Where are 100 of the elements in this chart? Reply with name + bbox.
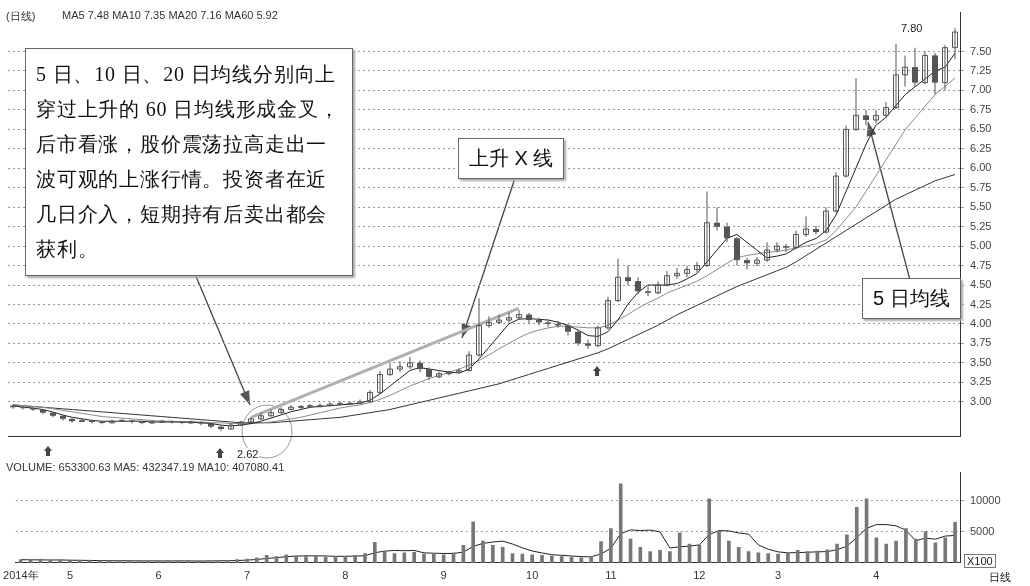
y-tick-label: 5.50 xyxy=(970,200,992,213)
x-tick-label: 5 xyxy=(66,569,74,582)
candlestick xyxy=(942,45,948,91)
bar xyxy=(304,556,308,563)
bar xyxy=(284,554,289,563)
bar xyxy=(953,522,957,563)
bar xyxy=(235,559,239,563)
text: 2.62 xyxy=(236,448,260,460)
bar xyxy=(481,540,485,563)
y-tick-label: 4.25 xyxy=(970,297,992,310)
x-tick-label: 10 xyxy=(526,569,539,582)
y-tick-label: 7.00 xyxy=(970,83,992,96)
bar xyxy=(313,555,318,563)
bar xyxy=(432,553,436,563)
candlestick xyxy=(843,125,849,178)
bar xyxy=(894,540,898,563)
bar xyxy=(884,543,889,563)
bar xyxy=(550,555,554,563)
y-tick-label: 5.25 xyxy=(970,219,992,232)
y-tick-label: 7.25 xyxy=(970,64,992,77)
bar xyxy=(491,545,495,563)
bar xyxy=(363,553,367,563)
annotation: 5 日均线 xyxy=(862,278,961,319)
candlestick xyxy=(595,325,601,348)
bar xyxy=(294,555,298,563)
bar xyxy=(254,557,259,563)
y-tick-label: 7.50 xyxy=(970,44,992,57)
bar xyxy=(658,550,662,563)
y-tick-label: 10000 xyxy=(970,493,1001,506)
y-tick-label: 3.00 xyxy=(970,394,992,407)
bar xyxy=(373,541,377,563)
candlestick xyxy=(902,55,908,87)
bar xyxy=(835,543,839,563)
bar xyxy=(913,538,918,563)
candlestick xyxy=(169,420,175,424)
text: X100 xyxy=(964,554,996,568)
candlestick xyxy=(893,43,899,110)
x-tick-label: 4 xyxy=(873,569,880,582)
bar xyxy=(717,531,721,563)
y-tick-label: 6.50 xyxy=(970,122,992,135)
chart-title: (日线) xyxy=(6,9,36,24)
bar xyxy=(776,553,780,563)
annotation: MA5 7.48 MA10 7.35 MA20 7.16 MA60 5.92 xyxy=(62,9,278,21)
bar xyxy=(412,551,416,563)
bar xyxy=(845,534,849,563)
x-tick-label: 11 xyxy=(605,569,617,582)
bar xyxy=(766,553,771,563)
bar xyxy=(471,521,476,563)
y-tick-label: 4.75 xyxy=(970,258,992,271)
bar xyxy=(854,507,859,563)
bar xyxy=(677,532,682,563)
candlestick xyxy=(615,258,621,303)
bar xyxy=(943,537,948,563)
x-tick-label: 12 xyxy=(693,569,706,582)
bar xyxy=(540,555,544,563)
bar xyxy=(500,546,505,563)
candlestick xyxy=(833,172,839,213)
x-tick-label: 2014年 xyxy=(3,569,39,582)
bar xyxy=(727,540,731,563)
x-tick-label: 6 xyxy=(155,569,162,582)
bar xyxy=(599,541,603,563)
x-tick-label: 3 xyxy=(774,569,782,582)
annotation: 7.80 xyxy=(900,22,924,34)
x-tick-label: 7 xyxy=(243,569,251,582)
y-tick-label: 6.00 xyxy=(970,161,992,174)
x-tick-label: 8 xyxy=(342,569,349,582)
y-tick-label: 6.25 xyxy=(970,141,992,154)
bar xyxy=(795,550,800,563)
bar xyxy=(707,498,712,563)
y-tick-label: 5.00 xyxy=(970,239,992,252)
bar xyxy=(609,528,613,563)
candlestick xyxy=(922,51,928,85)
candlestick xyxy=(853,77,859,131)
candlestick xyxy=(367,390,373,403)
y-tick-label: 4.00 xyxy=(970,316,992,329)
bar xyxy=(353,555,357,563)
bar xyxy=(441,554,446,563)
y-tick-label: 5000 xyxy=(970,524,995,537)
bar xyxy=(18,559,23,563)
bar xyxy=(648,551,653,563)
candlestick xyxy=(476,298,482,357)
bar xyxy=(618,483,623,563)
candlestick xyxy=(952,28,958,60)
y-tick-label: 3.25 xyxy=(970,375,992,388)
candlestick xyxy=(704,191,710,268)
bar xyxy=(786,551,790,563)
bar xyxy=(825,549,830,563)
candlestick xyxy=(605,296,611,330)
bar xyxy=(530,554,535,563)
x-tick-label: 9 xyxy=(440,569,447,582)
bar xyxy=(422,553,426,563)
y-tick-label: 3.50 xyxy=(970,355,992,368)
bar xyxy=(736,546,741,563)
bar xyxy=(668,551,672,563)
bar xyxy=(589,556,594,563)
y-tick-label: 4.50 xyxy=(970,278,992,291)
text: 日线 xyxy=(988,570,1012,585)
annotation: 5 日、10 日、20 日均线分别向上穿过上升的 60 日均线形成金叉，后市看涨，股价震荡拉高走出一波可观的上涨行情。投资者在近几日介入，短期持有后卖出都会获利。 xyxy=(25,48,353,276)
y-tick-label: 3.75 xyxy=(970,336,992,349)
candlestick xyxy=(377,370,383,394)
